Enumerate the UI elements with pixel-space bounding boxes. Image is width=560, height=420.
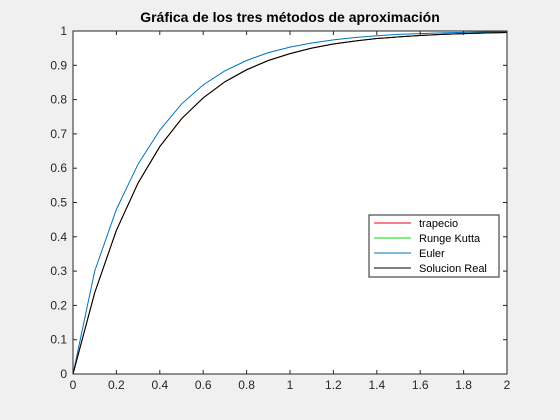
x-tick-label: 2 — [504, 378, 511, 392]
x-tick-label: 0 — [70, 378, 77, 392]
y-tick-label: 0.8 — [50, 93, 67, 107]
x-tick-label: 1.4 — [368, 378, 385, 392]
legend-label: Runge Kutta — [419, 233, 481, 245]
chart-title: Gráfica de los tres métodos de aproximac… — [140, 9, 440, 25]
plot-area — [73, 31, 507, 374]
y-tick-label: 0.5 — [50, 196, 67, 210]
y-tick-label: 0.7 — [50, 127, 67, 141]
y-tick-label: 0.2 — [50, 298, 67, 312]
x-tick-label: 0.4 — [151, 378, 168, 392]
x-tick-label: 1.2 — [325, 378, 342, 392]
series-line-solucion-real — [72, 31, 508, 375]
legend-label: trapecio — [419, 218, 458, 230]
y-tick-label: 0.6 — [50, 161, 67, 175]
legend-label: Solucion Real — [419, 263, 487, 275]
legend-box — [368, 214, 500, 278]
x-tick-label: 1 — [287, 378, 294, 392]
x-tick-label: 1.6 — [412, 378, 429, 392]
x-tick-label: 0.6 — [195, 378, 212, 392]
legend-label: Euler — [419, 248, 445, 260]
y-tick-label: 0.9 — [50, 58, 67, 72]
x-tick-label: 0.8 — [238, 378, 255, 392]
axes-layer: 0 0.2 0.4 0.6 0.8 1 1.2 1.4 1.6 1.8 2 0 0.1 0.2 0.3 0.4… — [50, 24, 510, 392]
y-tick-label: 0.1 — [50, 333, 67, 347]
y-tick-label: 0 — [60, 367, 67, 381]
series-line-euler — [72, 31, 508, 375]
legend: trapecio Runge Kutta Euler Solucion Real — [368, 214, 500, 278]
x-tick-label: 0.2 — [108, 378, 125, 392]
y-tick-label: 0.4 — [50, 230, 67, 244]
y-tick-label: 1 — [60, 24, 67, 38]
x-tick-label: 1.8 — [455, 378, 472, 392]
series-layer — [72, 31, 508, 375]
y-tick-label: 0.3 — [50, 264, 67, 278]
